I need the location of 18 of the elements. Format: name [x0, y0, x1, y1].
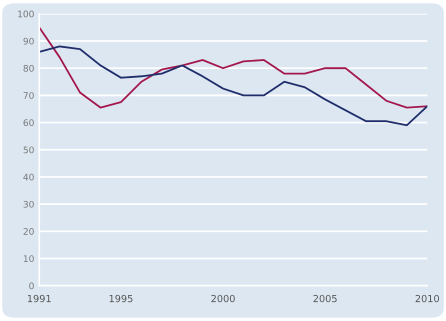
- y-tick-label: 60: [24, 119, 34, 126]
- y-tick-label: 10: [24, 255, 34, 262]
- x-tick-label: 2010: [416, 294, 439, 302]
- y-tick-label: 100: [18, 10, 34, 18]
- y-tick-label: 80: [24, 64, 34, 72]
- x-tick-label: 1995: [110, 294, 132, 302]
- y-tick-label: 30: [24, 200, 34, 208]
- y-tick-label: 90: [23, 38, 34, 45]
- x-tick-label: 1991: [28, 294, 51, 302]
- x-tick-label: 2000: [211, 294, 235, 302]
- x-tick-label: 2005: [314, 294, 337, 302]
- y-tick-label: 50: [24, 146, 34, 154]
- y-tick-label: 70: [24, 92, 34, 99]
- line-series: [39, 26, 428, 109]
- y-tick-label: 0: [29, 282, 34, 290]
- y-tick-label: 20: [24, 228, 34, 235]
- line-series: [39, 46, 428, 126]
- y-tick-label: 40: [23, 174, 34, 180]
